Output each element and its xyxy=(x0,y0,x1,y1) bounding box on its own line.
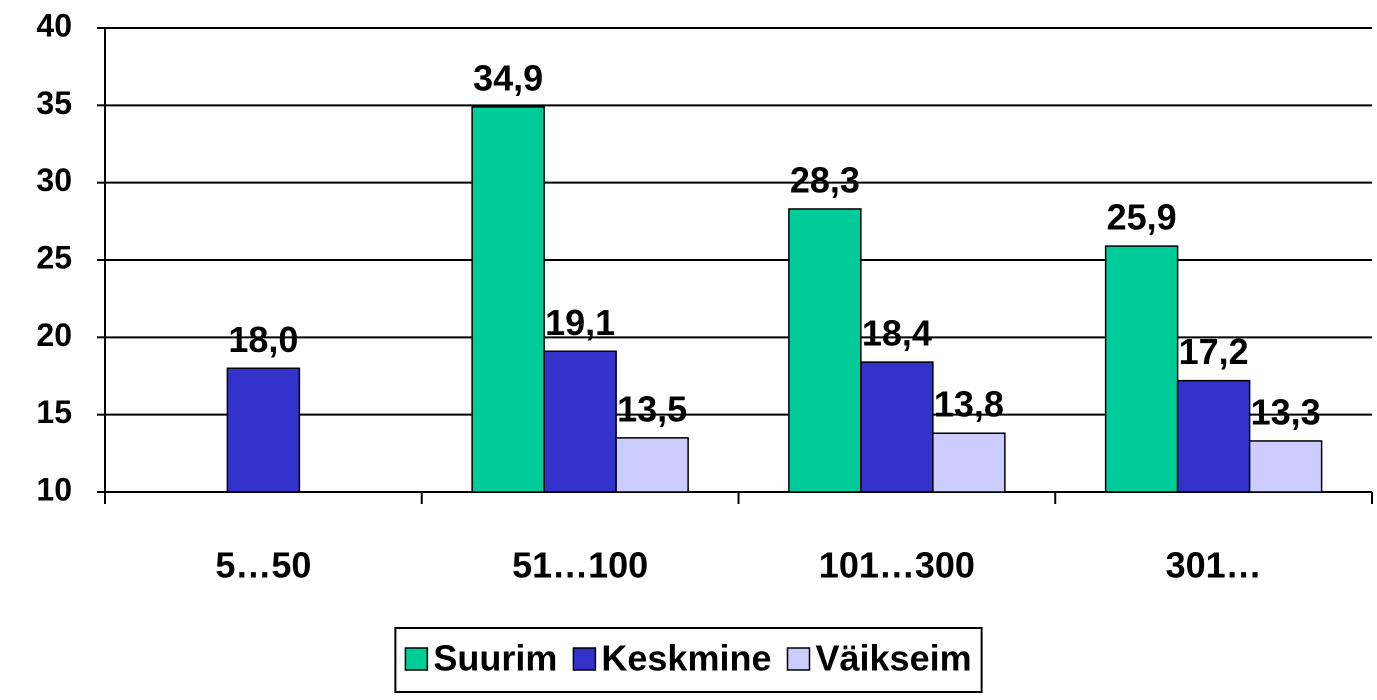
legend-label: Keskmine xyxy=(601,638,771,679)
bar xyxy=(932,432,1006,493)
bar xyxy=(1176,379,1251,493)
value-label: 13,5 xyxy=(617,388,687,429)
value-label: 25,9 xyxy=(1107,197,1177,238)
bar xyxy=(615,437,689,493)
value-label: 13,3 xyxy=(1251,391,1321,432)
value-label: 17,2 xyxy=(1179,331,1249,372)
y-tick-label: 25 xyxy=(36,239,72,275)
legend-label: Suurim xyxy=(433,638,557,679)
bar xyxy=(1104,245,1179,493)
legend-box xyxy=(394,627,983,693)
value-label: 18,0 xyxy=(228,319,298,360)
bar xyxy=(471,106,545,493)
y-tick-label: 10 xyxy=(36,471,72,507)
value-label: 34,9 xyxy=(473,57,543,98)
y-tick-label: 35 xyxy=(36,85,72,121)
legend-swatch xyxy=(786,647,811,671)
y-tick-label: 15 xyxy=(36,394,72,430)
value-label: 28,3 xyxy=(790,159,860,200)
bar xyxy=(543,350,617,493)
x-tick-label: 301… xyxy=(1166,545,1262,586)
legend-swatch xyxy=(572,647,597,671)
y-tick-label: 20 xyxy=(36,317,72,353)
bar xyxy=(1248,440,1323,493)
legend-swatch xyxy=(404,647,429,671)
value-label: 19,1 xyxy=(545,302,615,343)
y-tick-label: 40 xyxy=(36,7,72,43)
x-tick-label: 101…300 xyxy=(819,545,975,586)
y-tick-label: 30 xyxy=(36,162,72,198)
x-tick-label: 5…50 xyxy=(215,545,311,586)
value-label: 18,4 xyxy=(862,313,932,354)
bar xyxy=(860,361,934,493)
bar xyxy=(788,208,862,493)
value-label: 13,8 xyxy=(934,384,1004,425)
bar xyxy=(226,367,301,493)
x-tick-label: 51…100 xyxy=(512,545,648,586)
legend-label: Väikseim xyxy=(815,638,971,679)
